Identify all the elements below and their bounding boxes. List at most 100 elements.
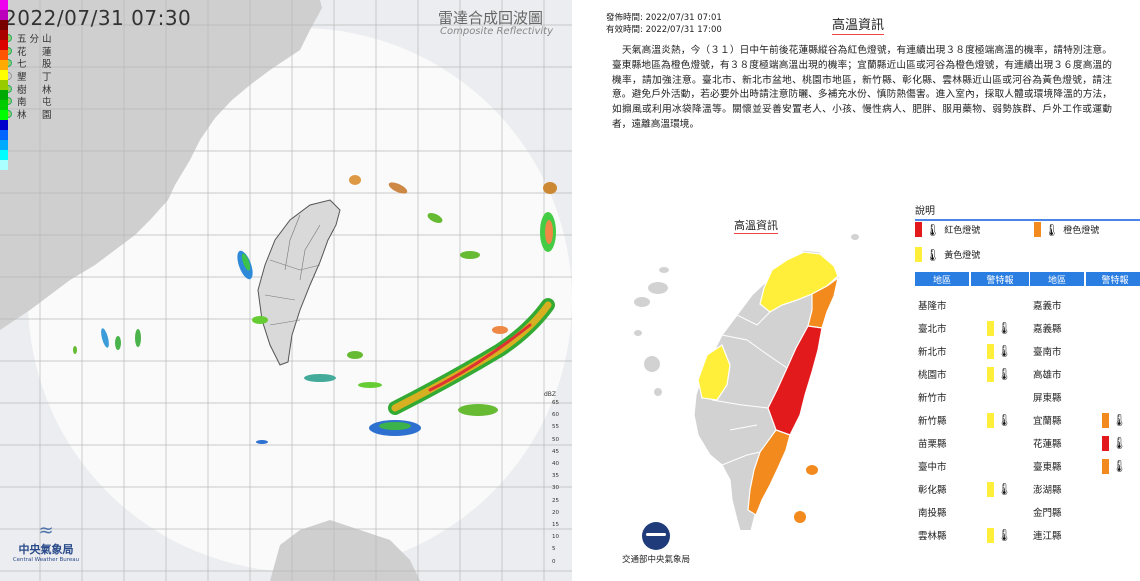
table-header: 地區 警特報 bbox=[915, 272, 1029, 286]
colorbar-tick-label: 35 bbox=[552, 473, 559, 480]
radar-site-6: 林 園 bbox=[4, 108, 52, 121]
green-island-orange bbox=[806, 465, 818, 475]
color-swatch bbox=[915, 247, 922, 262]
area-name: 臺南市 bbox=[1033, 347, 1062, 358]
penghu-islet bbox=[654, 388, 662, 396]
colorbar-tick-label: 5 bbox=[552, 546, 556, 553]
warning-row: 苗栗縣 bbox=[918, 435, 1016, 451]
radar-site-2: 七 股 bbox=[4, 57, 52, 70]
warning-row: 花蓮縣 🌡 bbox=[1033, 435, 1131, 451]
warning-swatch bbox=[1101, 412, 1109, 428]
radar-composite-map: 2022/07/31 07:30 雷達合成回波圖 Composite Refle… bbox=[0, 0, 572, 581]
legend-red: 🌡 紅色燈號 bbox=[915, 222, 980, 237]
valid-time: 有效時間: 2022/07/31 17:00 bbox=[606, 25, 722, 35]
islet bbox=[634, 330, 642, 336]
radar-subtitle: Composite Reflectivity bbox=[440, 26, 553, 37]
cwa-footer-logo: 交通部中央氣象局 bbox=[620, 522, 692, 565]
area-name: 連江縣 bbox=[1033, 531, 1062, 542]
thermometer-icon: 🌡 bbox=[925, 222, 941, 237]
legend-label: 黃色燈號 bbox=[944, 251, 981, 261]
colorbar-unit: dBZ bbox=[544, 391, 557, 398]
radar-site-name: 南 屯 bbox=[17, 97, 52, 109]
reflectivity-colorbar bbox=[0, 0, 8, 170]
area-name: 臺北市 bbox=[918, 324, 947, 335]
warning-level: 🌡 bbox=[986, 320, 1016, 336]
warning-swatch bbox=[986, 320, 994, 336]
radar-site-name: 林 園 bbox=[17, 109, 52, 121]
warning-swatch bbox=[1101, 458, 1109, 474]
warning-row: 新竹縣 🌡 bbox=[918, 412, 1016, 428]
radar-site-0: 五 分 山 bbox=[4, 32, 52, 45]
area-name: 桃園市 bbox=[918, 370, 947, 381]
colorbar-tick-label: 30 bbox=[552, 485, 559, 492]
warning-swatch bbox=[986, 527, 994, 543]
warning-row: 臺東縣 🌡 bbox=[1033, 458, 1131, 474]
area-name: 新竹市 bbox=[918, 393, 947, 404]
warning-swatch bbox=[986, 481, 994, 497]
area-name: 苗栗縣 bbox=[918, 439, 947, 450]
radar-site-legend: 五 分 山花 蓮七 股墾 丁樹 林南 屯林 園 bbox=[4, 32, 52, 121]
thermometer-icon: 🌡 bbox=[996, 367, 1012, 381]
warning-row: 新北市 🌡 bbox=[918, 343, 1016, 359]
warning-level: 🌡 bbox=[1101, 412, 1131, 428]
warning-swatch bbox=[986, 412, 994, 428]
heat-bulletin-text: 天氣高溫炎熱，今（３１）日中午前後花蓮縣縱谷為紅色燈號，有連續出現３８度極端高溫… bbox=[612, 45, 1112, 130]
area-name: 高雄市 bbox=[1033, 370, 1062, 381]
warning-level: 🌡 bbox=[1101, 435, 1131, 451]
warning-row: 宜蘭縣 🌡 bbox=[1033, 412, 1131, 428]
kinmen-island bbox=[648, 282, 668, 294]
region-yilan-orange bbox=[807, 276, 839, 329]
warning-row: 彰化縣 🌡 bbox=[918, 481, 1016, 497]
area-name: 宜蘭縣 bbox=[1033, 416, 1062, 427]
area-name: 雲林縣 bbox=[918, 531, 947, 542]
warning-level: 🌡 bbox=[1101, 458, 1131, 474]
warning-row: 屏東縣 bbox=[1033, 389, 1131, 405]
radar-site-3: 墾 丁 bbox=[4, 70, 52, 83]
thermometer-icon: 🌡 bbox=[996, 344, 1012, 358]
warning-swatch bbox=[986, 343, 994, 359]
area-name: 花蓮縣 bbox=[1033, 439, 1062, 450]
area-name: 新竹縣 bbox=[918, 416, 947, 427]
warning-row: 桃園市 🌡 bbox=[918, 366, 1016, 382]
warning-row: 嘉義縣 bbox=[1033, 320, 1131, 336]
colorbar-tick-label: 40 bbox=[552, 461, 559, 467]
warning-level: 🌡 bbox=[986, 481, 1016, 497]
warning-level: 🌡 bbox=[986, 366, 1016, 382]
warning-row: 雲林縣 🌡 bbox=[918, 527, 1016, 543]
warning-row: 嘉義市 bbox=[1033, 297, 1131, 313]
colorbar-tick-label: 65 bbox=[552, 400, 559, 406]
thermometer-icon: 🌡 bbox=[925, 247, 941, 262]
thermometer-icon: 🌡 bbox=[1111, 436, 1127, 450]
footer-text: 交通部中央氣象局 bbox=[621, 555, 690, 565]
warning-level: 🌡 bbox=[986, 343, 1016, 359]
area-name: 金門縣 bbox=[1033, 508, 1062, 519]
thermometer-icon: 🌡 bbox=[1111, 413, 1127, 427]
region-taitung-orange bbox=[747, 429, 791, 516]
colorbar-tick-label: 60 bbox=[552, 412, 559, 419]
header-area: 地區 bbox=[1047, 275, 1066, 286]
thermometer-icon: 🌡 bbox=[996, 528, 1012, 542]
matsu-island bbox=[659, 267, 669, 273]
area-name: 屏東縣 bbox=[1033, 393, 1062, 404]
islet-north bbox=[851, 234, 859, 240]
radar-site-5: 南 屯 bbox=[4, 95, 52, 108]
region-changhua-yunlin-yellow bbox=[697, 344, 731, 401]
issue-times: 發佈時間: 2022/07/31 07:01 有效時間: 2022/07/31 … bbox=[606, 12, 722, 36]
area-name: 臺東縣 bbox=[1033, 462, 1062, 473]
thermometer-icon: 🌡 bbox=[996, 321, 1012, 335]
warning-row: 臺中市 bbox=[918, 458, 1016, 474]
header-warning: 警特報 bbox=[1101, 275, 1129, 286]
radar-site-name: 花 蓮 bbox=[17, 46, 52, 58]
area-name: 嘉義市 bbox=[1033, 301, 1062, 312]
colorbar-tick-label: 25 bbox=[552, 497, 559, 504]
colorbar-tick-label: 15 bbox=[552, 522, 559, 528]
thermometer-icon: 🌡 bbox=[996, 482, 1012, 496]
cwa-logo: ≈ 中央氣象局 Central Weather Bureau bbox=[6, 520, 86, 563]
legend-orange: 🌡 橙色燈號 bbox=[1034, 222, 1099, 237]
radar-site-name: 五 分 山 bbox=[17, 34, 52, 46]
map-title: 高溫資訊 bbox=[734, 219, 778, 234]
legend-yellow: 🌡 黃色燈號 bbox=[915, 247, 980, 262]
colorbar-tick-label: 0 bbox=[552, 558, 556, 565]
warning-level: 🌡 bbox=[986, 412, 1016, 428]
table-header: 地區 警特報 bbox=[1030, 272, 1140, 286]
